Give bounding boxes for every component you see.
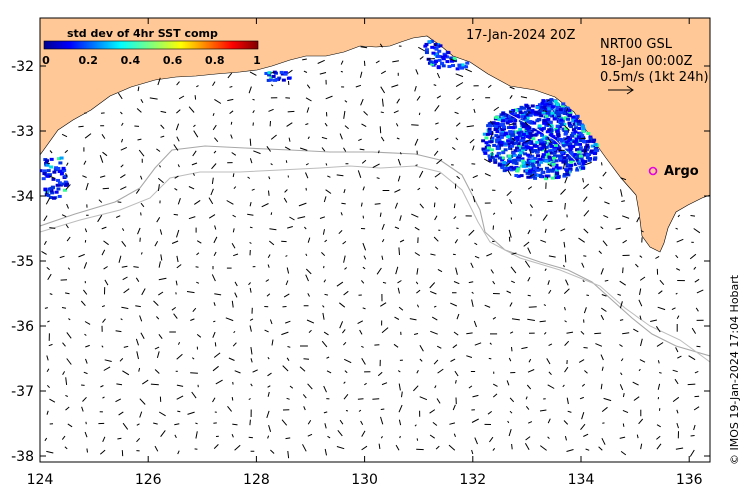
y-tick-label: -36 bbox=[11, 319, 34, 335]
y-tick-label: -34 bbox=[11, 189, 34, 205]
colorbar-title: std dev of 4hr SST comp bbox=[67, 27, 218, 40]
argo-label: Argo bbox=[664, 164, 699, 179]
y-tick-label: -37 bbox=[11, 384, 34, 400]
colorbar-tick-label: 0.6 bbox=[163, 54, 183, 67]
vector-scale-label: 0.5m/s (1kt 24h) bbox=[600, 70, 709, 85]
y-tick-label: -32 bbox=[11, 59, 34, 75]
x-tick-label: 132 bbox=[459, 472, 486, 488]
colorbar-tick-label: 0.4 bbox=[121, 54, 141, 67]
x-tick-label: 126 bbox=[135, 472, 162, 488]
x-tick-label: 124 bbox=[27, 472, 54, 488]
colorbar-tick-label: 0 bbox=[42, 54, 50, 67]
x-tick-label: 128 bbox=[243, 472, 270, 488]
x-tick-label: 134 bbox=[568, 472, 595, 488]
map-date-title: 17-Jan-2024 20Z bbox=[466, 28, 575, 43]
y-tick-label: -33 bbox=[11, 124, 34, 140]
product-time: 18-Jan 00:00Z bbox=[600, 54, 693, 69]
y-tick-label: -35 bbox=[11, 254, 34, 270]
imos-credit: © IMOS 19-Jan-2024 17:04 Hobart bbox=[728, 275, 741, 465]
colorbar-tick-label: 1 bbox=[253, 54, 261, 67]
y-tick-label: -38 bbox=[11, 449, 34, 465]
colorbar-tick-label: 0.8 bbox=[205, 54, 225, 67]
colorbar-tick-label: 0.2 bbox=[78, 54, 98, 67]
x-tick-label: 130 bbox=[351, 472, 378, 488]
x-tick-label: 136 bbox=[676, 472, 703, 488]
colorbar bbox=[44, 41, 258, 49]
product-name: NRT00 GSL bbox=[600, 37, 673, 52]
